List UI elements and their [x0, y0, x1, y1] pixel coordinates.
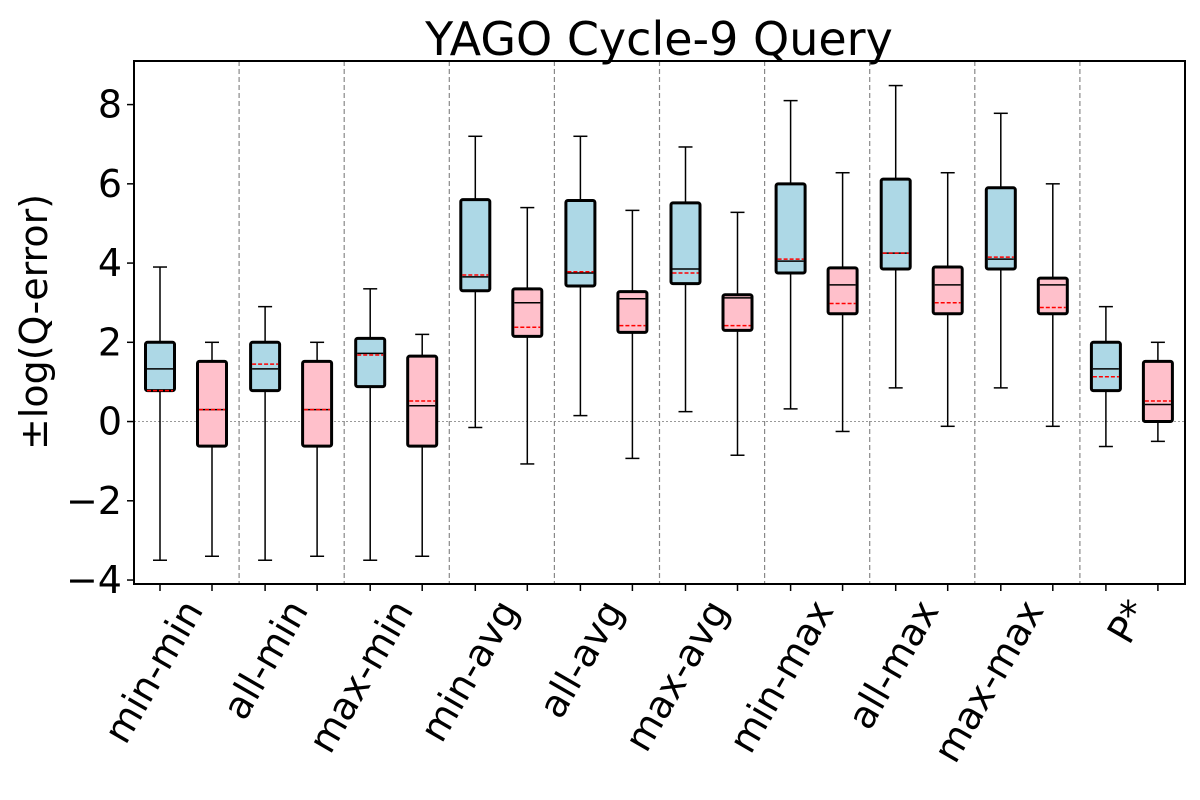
x-tick-label: min-min [95, 593, 212, 751]
x-tick-label: max-min [300, 593, 422, 761]
x-tick-label: min-max [720, 593, 842, 761]
box-iqr [511, 287, 544, 338]
box-iqr [144, 340, 176, 393]
y-axis-label: ±log(Q-error) [12, 194, 56, 450]
y-tick-label: 2 [98, 320, 122, 364]
box-iqr [669, 201, 702, 286]
chart-title: YAGO Cycle-9 Query [424, 12, 893, 66]
box-iqr [774, 182, 807, 275]
box-iqr [1036, 276, 1069, 316]
x-tick-label: min-avg [411, 593, 527, 749]
y-tick-label: 4 [98, 241, 122, 285]
x-tick-label: max-avg [616, 593, 737, 759]
box-iqr [564, 198, 597, 288]
y-tick-label: −2 [66, 479, 122, 523]
x-tick-label: all-max [839, 593, 948, 737]
y-tick-label: −4 [66, 558, 122, 602]
box-iqr [1141, 359, 1174, 424]
box-iqr [931, 265, 964, 316]
box-iqr [1089, 340, 1122, 393]
box-iqr [196, 359, 228, 448]
y-tick-label: 6 [98, 162, 122, 206]
box-iqr [354, 336, 387, 389]
y-tick-label: 8 [98, 83, 122, 127]
x-tick-label: P* [1099, 593, 1158, 651]
y-tick-label: 0 [98, 400, 122, 444]
box-iqr [301, 359, 334, 448]
box-iqr [826, 266, 859, 316]
box-iqr [459, 198, 492, 293]
box-iqr [721, 293, 754, 332]
x-tick-label: all-min [214, 593, 317, 727]
box-iqr [984, 186, 1017, 271]
x-tick-label: all-avg [530, 593, 632, 726]
plot-frame [133, 60, 1186, 585]
box-iqr [249, 340, 282, 393]
box-iqr [616, 290, 649, 334]
box-iqr [879, 177, 912, 271]
